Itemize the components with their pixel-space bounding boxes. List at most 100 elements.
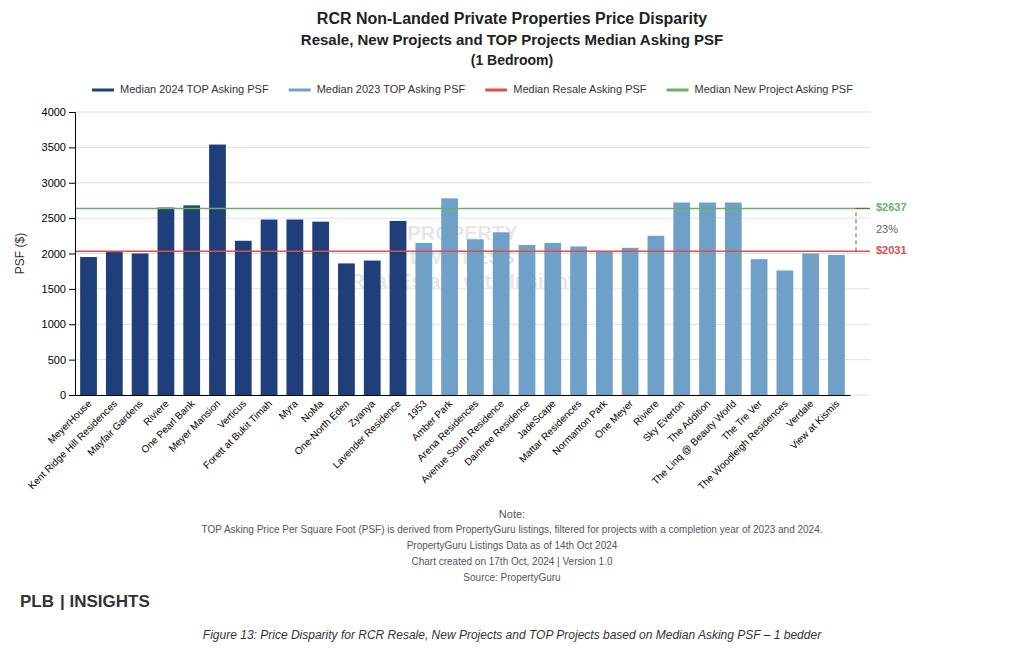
y-tick-label: 3500 <box>42 141 66 153</box>
bar <box>338 263 355 395</box>
plot-area <box>75 145 870 395</box>
bar <box>570 246 587 395</box>
bar <box>776 270 793 395</box>
x-tick: Myra <box>276 398 300 422</box>
y-axis-title: PSF ($) <box>13 233 27 274</box>
bar <box>235 241 252 395</box>
legend-label: Median 2023 TOP Asking PSF <box>317 83 466 95</box>
bar <box>751 259 768 395</box>
disparity-line <box>856 208 857 251</box>
legend-swatch <box>485 89 507 92</box>
legend-item: Median 2023 TOP Asking PSF <box>289 83 466 95</box>
x-axis: MeyerHouseKent Ridge Hill ResidencesMayf… <box>26 396 851 492</box>
grid-line <box>75 147 870 148</box>
grid-line <box>75 112 870 113</box>
bar <box>519 245 536 395</box>
bar <box>802 254 819 396</box>
y-tick-mark <box>69 218 75 219</box>
y-tick-mark <box>69 183 75 184</box>
y-tick-label: 2500 <box>42 212 66 224</box>
x-tick: One-North Eden <box>292 398 351 457</box>
x-tick: Meyer Mansion <box>166 398 222 454</box>
grid <box>75 112 870 395</box>
reference-label: $2031 <box>876 244 907 256</box>
bar <box>493 232 510 395</box>
legend-label: Median Resale Asking PSF <box>513 83 647 95</box>
bar <box>80 257 97 395</box>
x-tick: Mayfair Gardens <box>85 398 145 458</box>
bar <box>183 205 200 395</box>
bar <box>467 239 484 395</box>
y-tick: 3500 <box>42 141 75 153</box>
bar <box>209 145 226 395</box>
y-tick-label: 1000 <box>42 318 66 330</box>
note: Chart created on 17th Oct, 2024 | Versio… <box>411 556 612 567</box>
logo: PLB <box>20 592 54 611</box>
y-tick: 4000 <box>42 106 75 118</box>
legend-item: Median New Project Asking PSF <box>667 83 854 95</box>
y-tick-label: 500 <box>48 354 66 366</box>
x-tick-label: The Woodleigh Residences <box>696 398 790 492</box>
watermark: PROPERTYLIMITLESSReal Estate with Insigh… <box>350 222 575 292</box>
y-tick-label: 0 <box>60 389 66 401</box>
x-tick-label: View at Kismis <box>788 398 842 452</box>
x-tick-label: One-North Eden <box>292 398 351 457</box>
disparity-label: 23% <box>876 223 898 235</box>
bar <box>725 203 742 395</box>
legend-label: Median 2024 TOP Asking PSF <box>120 83 269 95</box>
y-tick-label: 3000 <box>42 177 66 189</box>
x-tick-label: The Linq @ Beauty World <box>650 398 739 487</box>
subtitle: Resale, New Projects and TOP Projects Me… <box>301 31 723 48</box>
legend-swatch <box>289 89 311 92</box>
bar <box>648 236 665 395</box>
y-tick-label: 1500 <box>42 283 66 295</box>
y-tick-label: 4000 <box>42 106 66 118</box>
y-tick-mark <box>69 360 75 361</box>
bar <box>622 248 639 395</box>
legend-swatch <box>667 89 689 92</box>
y-tick: 1500 <box>42 283 75 295</box>
x-tick: One Meyer <box>592 397 635 440</box>
y-tick-label: 2000 <box>42 248 66 260</box>
bar <box>415 243 432 395</box>
y-tick: 3000 <box>42 177 75 189</box>
bar <box>261 220 278 395</box>
bar <box>699 203 716 395</box>
grid-line <box>75 182 870 183</box>
x-tick-label: Meyer Mansion <box>166 398 222 454</box>
note: Source: PropertyGuru <box>463 572 560 583</box>
bar <box>158 208 175 395</box>
bar <box>596 251 613 395</box>
bar <box>106 252 123 395</box>
y-tick: 1000 <box>42 318 75 330</box>
legend: Median 2024 TOP Asking PSF Median 2023 TO… <box>92 83 853 95</box>
y-tick-mark <box>69 112 75 113</box>
x-tick: Forett at Bukit Timah <box>201 398 274 471</box>
legend-label: Median New Project Asking PSF <box>695 83 854 95</box>
reference-label: $2637 <box>876 201 907 213</box>
y-tick-mark <box>69 324 75 325</box>
subtitle: (1 Bedroom) <box>471 52 553 68</box>
logo: | INSIGHTS <box>60 592 150 611</box>
watermark-line: Real Estate with Insight <box>350 270 575 292</box>
bar <box>441 198 458 395</box>
title: RCR Non-Landed Private Properties Price … <box>317 10 707 27</box>
bar <box>390 221 407 395</box>
bar <box>312 222 329 395</box>
legend-swatch <box>92 89 114 92</box>
x-tick-label: One Meyer <box>592 397 635 440</box>
reference-line <box>75 208 870 210</box>
bar <box>544 243 561 395</box>
x-tick-label: Myra <box>276 398 300 422</box>
legend-item: Median 2024 TOP Asking PSF <box>92 83 269 95</box>
y-tick-mark <box>69 289 75 290</box>
y-tick: 2500 <box>42 212 75 224</box>
x-tick-label: Mayfair Gardens <box>85 398 145 458</box>
legend-item: Median Resale Asking PSF <box>485 83 647 95</box>
y-tick-mark <box>69 254 75 255</box>
bar <box>364 261 381 395</box>
x-axis-line <box>76 395 851 396</box>
note: TOP Asking Price Per Square Foot (PSF) i… <box>201 524 822 535</box>
y-tick: 500 <box>48 354 75 366</box>
y-axis-line <box>69 113 76 396</box>
